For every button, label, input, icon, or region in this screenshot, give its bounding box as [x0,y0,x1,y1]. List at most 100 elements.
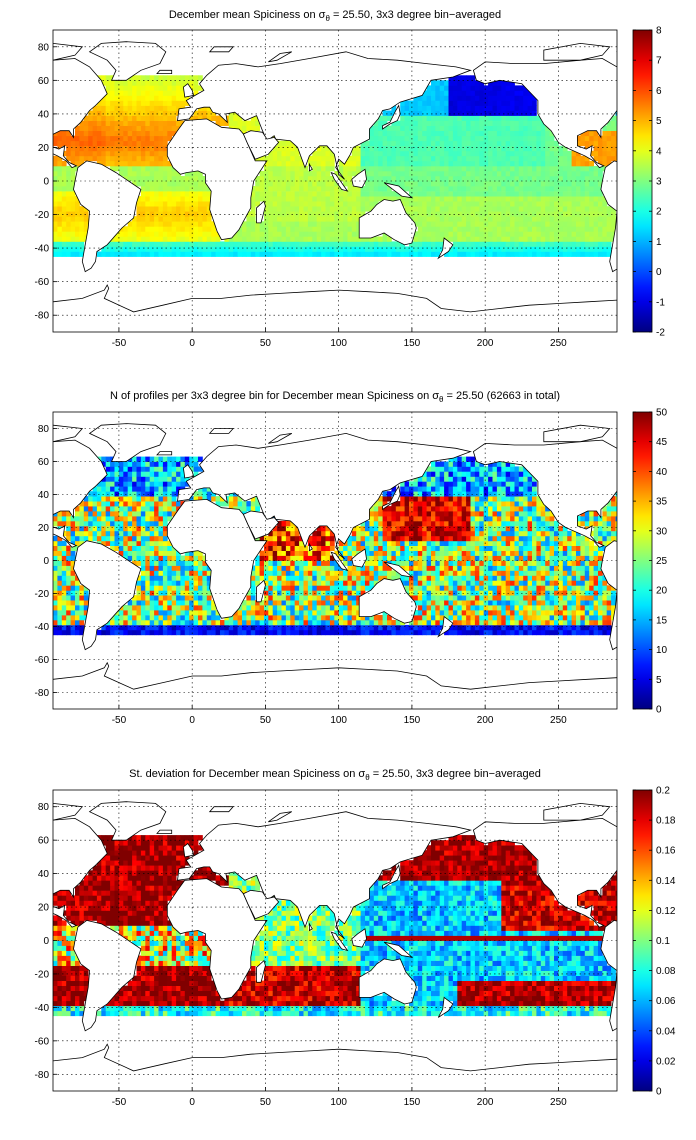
heatmap-cell [466,75,471,81]
heatmap-cell [167,160,173,167]
heatmap-cell [75,595,80,601]
heatmap-cell [154,216,159,222]
heatmap-cell [140,540,146,546]
heatmap-cell [294,181,300,187]
heatmap-cell [431,226,436,232]
heatmap-cell [562,206,568,212]
heatmap-cell [53,135,58,142]
heatmap-cell [602,140,608,147]
heatmap-cell [518,221,524,227]
heatmap-cell [79,221,85,227]
heatmap-cell [351,186,357,192]
heatmap-cell [215,241,221,247]
heatmap-cell [246,120,252,126]
heatmap-cell [444,80,449,86]
heatmap-cell [448,211,454,217]
heatmap-cell [250,590,256,596]
heatmap-cell [250,236,256,242]
heatmap-cell [439,90,445,96]
heatmap-cell [413,610,419,616]
heatmap-cell [66,236,71,242]
heatmap-cell [268,241,274,247]
heatmap-cell [299,605,304,611]
heatmap-cell [127,506,133,512]
heatmap-cell [123,105,129,111]
heatmap-cell [523,211,528,217]
heatmap-cell [259,226,265,232]
heatmap-cell [268,186,274,192]
heatmap-cell [439,216,445,222]
heatmap-cell [518,100,524,106]
heatmap-cell [413,570,419,576]
heatmap-cell [184,246,190,252]
heatmap-cell [171,100,177,106]
heatmap-cell [158,125,164,131]
heatmap-cell [189,624,194,631]
heatmap-cell [202,226,208,232]
heatmap-cell [171,466,177,472]
heatmap-cell [505,95,511,101]
heatmap-cell [272,155,278,162]
heatmap-cell [211,226,216,232]
heatmap-cell [329,624,335,631]
heatmap-cell [158,191,164,197]
heatmap-cell [75,619,80,626]
heatmap-cell [158,75,164,81]
heatmap-cell [123,471,129,477]
heatmap-cell [171,471,177,477]
heatmap-cell [118,471,124,477]
heatmap-cell [369,520,375,527]
heatmap-cell [202,211,208,217]
heatmap-cell [474,155,480,162]
heatmap-cell [387,530,392,537]
heatmap-cell [545,186,550,192]
heatmap-cell [61,231,67,237]
heatmap-cell [237,251,243,257]
heatmap-cell [114,506,120,512]
heatmap-cell [343,555,348,561]
heatmap-cell [154,100,159,106]
heatmap-cell [316,615,322,621]
heatmap-cell [501,100,507,106]
heatmap-cell [413,506,419,512]
heatmap-cell [479,165,485,172]
heatmap-cell [523,246,528,252]
heatmap-cell [307,206,313,212]
heatmap-cell [417,231,423,237]
heatmap-cell [101,115,107,121]
heatmap-cell [167,80,173,86]
heatmap-cell [233,120,238,126]
land-outline [182,83,195,98]
heatmap-cell [118,231,124,237]
heatmap-cell [343,624,348,631]
heatmap-cell [114,615,120,621]
heatmap-cell [242,629,247,636]
heatmap-cell [259,624,265,631]
heatmap-cell [312,595,318,601]
heatmap-cell [356,201,361,207]
heatmap-cell [413,516,419,522]
heatmap-cell [457,155,463,162]
heatmap-cell [70,535,76,542]
heatmap-cell [171,585,177,591]
heatmap-cell [110,246,115,252]
heatmap-cell [158,216,164,222]
heatmap-cell [61,540,67,546]
heatmap-cell [83,496,89,502]
heatmap-cell [329,155,335,162]
heatmap-cell [105,481,111,487]
heatmap-cell [70,145,76,152]
heatmap-cell [439,115,445,121]
heatmap-cell [277,619,282,626]
heatmap-cell [351,165,357,172]
heatmap-cell [127,481,133,487]
heatmap-cell [413,115,419,121]
heatmap-cell [387,130,392,137]
heatmap-cell [193,221,199,227]
heatmap-cell [70,216,76,222]
heatmap-cell [127,226,133,232]
heatmap-cell [180,201,186,207]
heatmap-cell [290,251,296,257]
heatmap-cell [272,555,278,561]
heatmap-cell [70,560,76,566]
